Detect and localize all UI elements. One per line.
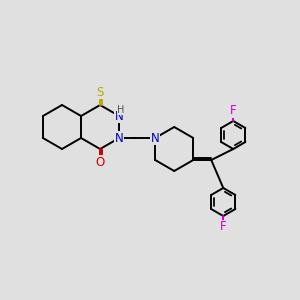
- Text: F: F: [220, 220, 226, 233]
- Text: N: N: [115, 131, 124, 145]
- Text: N: N: [115, 110, 124, 122]
- Text: N: N: [151, 131, 160, 145]
- Text: H: H: [118, 105, 125, 115]
- Text: S: S: [96, 85, 104, 98]
- Text: F: F: [230, 104, 237, 118]
- Text: O: O: [95, 155, 105, 169]
